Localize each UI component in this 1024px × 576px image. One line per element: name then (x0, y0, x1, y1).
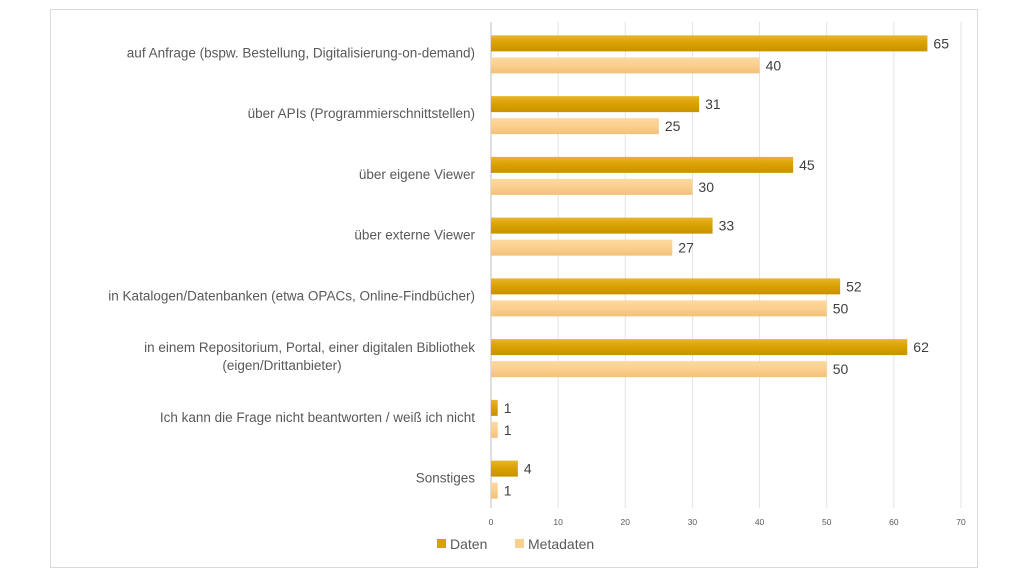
bar-metadaten (491, 300, 827, 317)
category-label: über eigene Viewer (359, 167, 476, 182)
bar-daten (491, 156, 794, 173)
data-label: 52 (846, 278, 862, 294)
bar-daten (491, 339, 908, 356)
data-label: 30 (698, 179, 714, 195)
category-label: (eigen/Drittanbieter) (222, 358, 341, 373)
bar-metadaten (491, 421, 498, 438)
bar-metadaten (491, 239, 673, 256)
x-tick-label: 60 (889, 517, 899, 527)
category-label: auf Anfrage (bspw. Bestellung, Digitalis… (127, 45, 475, 60)
category-label: über externe Viewer (354, 228, 475, 243)
x-tick-label: 40 (755, 517, 765, 527)
x-tick-label: 70 (956, 517, 966, 527)
bar-daten (491, 399, 498, 416)
data-label: 62 (913, 339, 929, 355)
x-tick-label: 0 (489, 517, 494, 527)
bar-daten (491, 278, 841, 295)
legend-label-metadaten: Metadaten (528, 536, 594, 552)
x-tick-label: 50 (822, 517, 832, 527)
category-label: in Katalogen/Datenbanken (etwa OPACs, On… (108, 288, 475, 303)
data-label: 31 (705, 96, 721, 112)
x-tick-label: 30 (688, 517, 698, 527)
data-label: 65 (933, 35, 949, 51)
bar-daten (491, 35, 928, 52)
data-label: 50 (833, 300, 849, 316)
category-label: über APIs (Programmierschnittstellen) (248, 106, 475, 121)
legend-swatch-daten (437, 539, 446, 548)
bar-metadaten (491, 178, 693, 195)
bar-daten (491, 460, 518, 477)
category-label: Sonstiges (416, 471, 476, 486)
legend-swatch-metadaten (515, 539, 524, 548)
data-label: 1 (504, 483, 512, 499)
data-label: 27 (678, 240, 694, 256)
data-label: 1 (504, 400, 512, 416)
bar-metadaten (491, 118, 659, 135)
data-label: 45 (799, 157, 815, 173)
data-label: 1 (504, 422, 512, 438)
bar-metadaten (491, 482, 498, 499)
legend-label-daten: Daten (450, 536, 487, 552)
x-tick-label: 10 (553, 517, 563, 527)
category-label: in einem Repositorium, Portal, einer dig… (144, 340, 475, 355)
data-label: 4 (524, 461, 532, 477)
data-label: 40 (766, 57, 782, 73)
bar-daten (491, 96, 700, 113)
bar-metadaten (491, 57, 760, 74)
bar-daten (491, 217, 713, 234)
data-label: 25 (665, 118, 681, 134)
data-label: 50 (833, 361, 849, 377)
x-tick-label: 20 (621, 517, 631, 527)
category-label: Ich kann die Frage nicht beantworten / w… (160, 410, 475, 425)
data-label: 33 (719, 218, 735, 234)
bar-metadaten (491, 361, 827, 378)
